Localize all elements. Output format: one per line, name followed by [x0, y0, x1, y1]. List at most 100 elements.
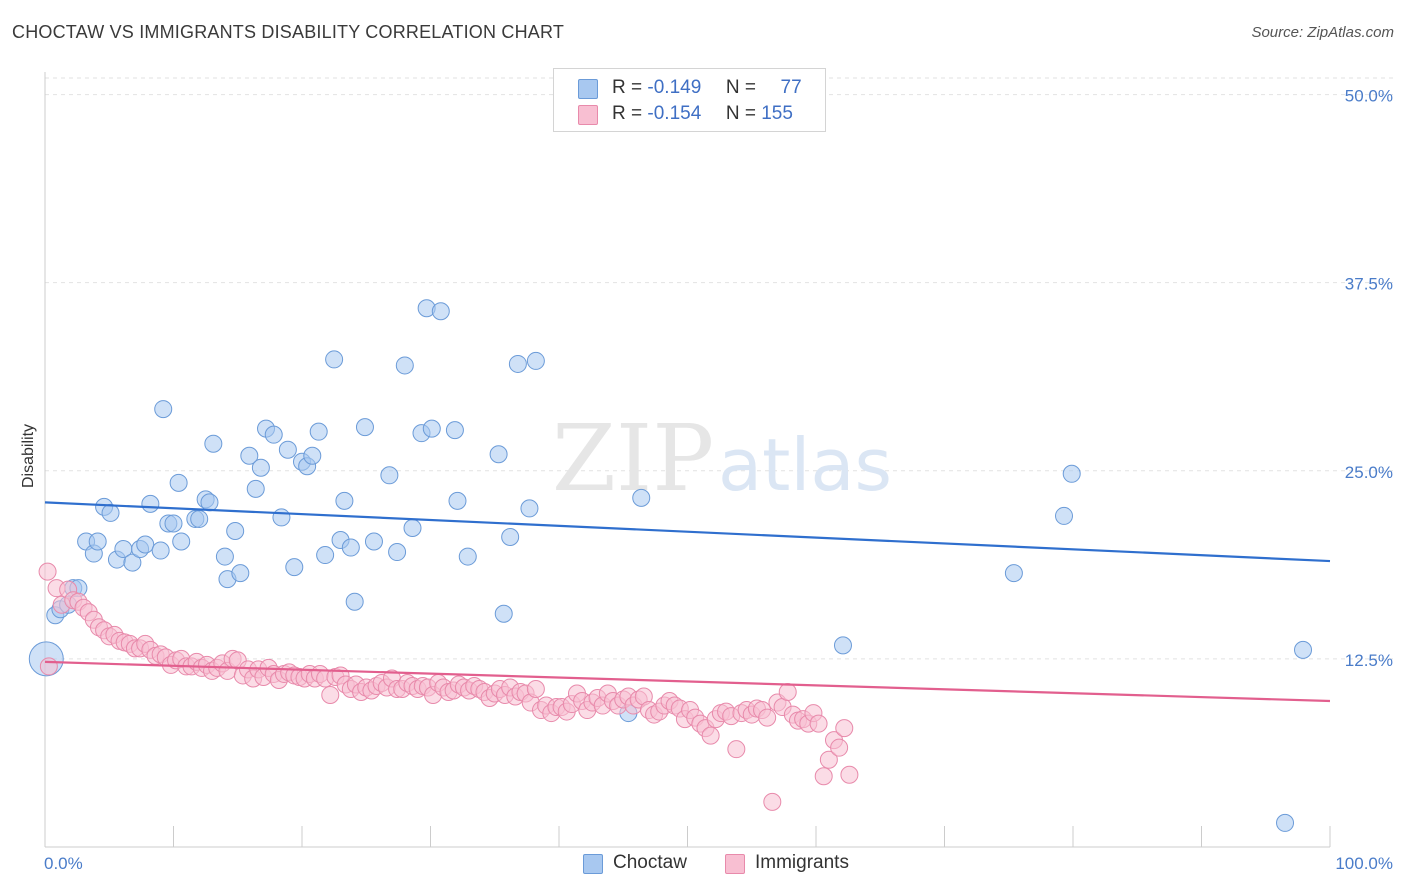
choctaw-point [341, 538, 360, 557]
immigrants-point [39, 657, 58, 676]
immigrants-point [526, 679, 545, 698]
immigrants-point [809, 714, 828, 733]
choctaw-point [403, 518, 422, 537]
choctaw-point [151, 541, 170, 560]
choctaw-point [169, 473, 188, 492]
legend-swatch-immigrants [578, 105, 598, 125]
choctaw-point [431, 302, 450, 321]
choctaw-point [204, 434, 223, 453]
choctaw-point [489, 445, 508, 464]
choctaw-point [388, 543, 407, 562]
choctaw-point [123, 553, 142, 572]
choctaw-point [380, 466, 399, 485]
choctaw-point [278, 440, 297, 459]
legend-r-value: -0.154 [647, 103, 702, 124]
immigrants-point [321, 686, 340, 705]
choctaw-point [309, 422, 328, 441]
source-label: Source: ZipAtlas.com [1251, 24, 1394, 41]
x-tick-label-min: 0.0% [44, 854, 83, 873]
scatter-points [28, 299, 1313, 832]
immigrants-trend-line [44, 660, 1331, 703]
choctaw-point [335, 491, 354, 510]
choctaw-point [520, 499, 539, 518]
choctaw-point [215, 547, 234, 566]
immigrants-point [763, 792, 782, 811]
choctaw-point [1004, 564, 1023, 583]
choctaw-point [833, 636, 852, 655]
choctaw-point [172, 532, 191, 551]
choctaw-point [1294, 640, 1313, 659]
immigrants-point [819, 750, 838, 769]
legend-n-value: 155 [761, 103, 793, 124]
choctaw-point [190, 509, 209, 528]
choctaw-trend-line [44, 501, 1331, 563]
choctaw-point [1062, 464, 1081, 483]
choctaw-point [154, 400, 173, 419]
legend-swatch-choctaw [578, 79, 598, 99]
immigrants-point [38, 562, 57, 581]
choctaw-point [88, 532, 107, 551]
choctaw-point [246, 479, 265, 498]
bottom-legend-label-immigrants: Immigrants [755, 852, 849, 873]
immigrants-point [701, 726, 720, 745]
trend-lines [44, 501, 1331, 703]
legend-r-label: R = [612, 77, 643, 98]
choctaw-point [240, 446, 259, 465]
immigrants-point [758, 708, 777, 727]
bottom-legend-swatch-choctaw [583, 854, 603, 874]
watermark-atlas: atlas [718, 423, 892, 507]
choctaw-point [395, 356, 414, 375]
tick-labels: 12.5% 25.0% 37.5% 50.0% 0.0% 100.0% [44, 87, 1393, 873]
choctaw-point [458, 547, 477, 566]
choctaw-point [101, 503, 120, 522]
bottom-legend-swatch-immigrants [725, 854, 745, 874]
immigrants-point [835, 719, 854, 738]
choctaw-point [632, 488, 651, 507]
choctaw-point [508, 354, 527, 373]
watermark: ZIP atlas [552, 405, 892, 512]
choctaw-point [355, 418, 374, 437]
legend-n-value: 77 [780, 77, 802, 98]
choctaw-point [200, 493, 219, 512]
choctaw-point [445, 421, 464, 440]
choctaw-point [272, 508, 291, 527]
choctaw-point [345, 592, 364, 611]
choctaw-point [316, 546, 335, 565]
y-tick-label: 12.5% [1345, 651, 1393, 670]
choctaw-point [422, 419, 441, 438]
immigrants-point [840, 765, 859, 784]
immigrants-point [778, 683, 797, 701]
choctaw-point [448, 491, 467, 510]
choctaw-point [303, 446, 322, 465]
choctaw-point [501, 528, 520, 546]
immigrants-point [727, 740, 746, 759]
immigrants-point [830, 738, 849, 757]
choctaw-point [136, 535, 155, 554]
legend-r-value: -0.149 [647, 77, 702, 98]
x-tick-label-max: 100.0% [1335, 854, 1393, 873]
choctaw-point [494, 604, 513, 623]
choctaw-point [226, 521, 245, 540]
y-tick-label: 37.5% [1345, 275, 1393, 294]
bottom-legend-label-choctaw: Choctaw [613, 852, 687, 873]
legend-n-label: N = [725, 103, 756, 124]
y-tick-label: 25.0% [1345, 463, 1393, 482]
legend-r-label: R = [612, 103, 643, 124]
choctaw-point [141, 494, 160, 513]
choctaw-point [231, 564, 250, 583]
choctaw-point [264, 425, 283, 444]
axes [44, 72, 1331, 848]
choctaw-point [325, 350, 344, 369]
legend-n-label: N = [725, 77, 756, 98]
y-tick-label: 50.0% [1345, 87, 1393, 106]
choctaw-point [1055, 506, 1074, 525]
choctaw-point [1276, 813, 1295, 832]
legend: R = -0.149 N = 77 R = -0.154 N = 155 [553, 68, 826, 132]
choctaw-point [285, 558, 304, 577]
choctaw-point [164, 514, 183, 533]
immigrants-point [814, 767, 833, 786]
y-axis-label: Disability [20, 424, 37, 488]
chart-title: CHOCTAW VS IMMIGRANTS DISABILITY CORRELA… [12, 22, 565, 42]
choctaw-point [526, 351, 545, 370]
